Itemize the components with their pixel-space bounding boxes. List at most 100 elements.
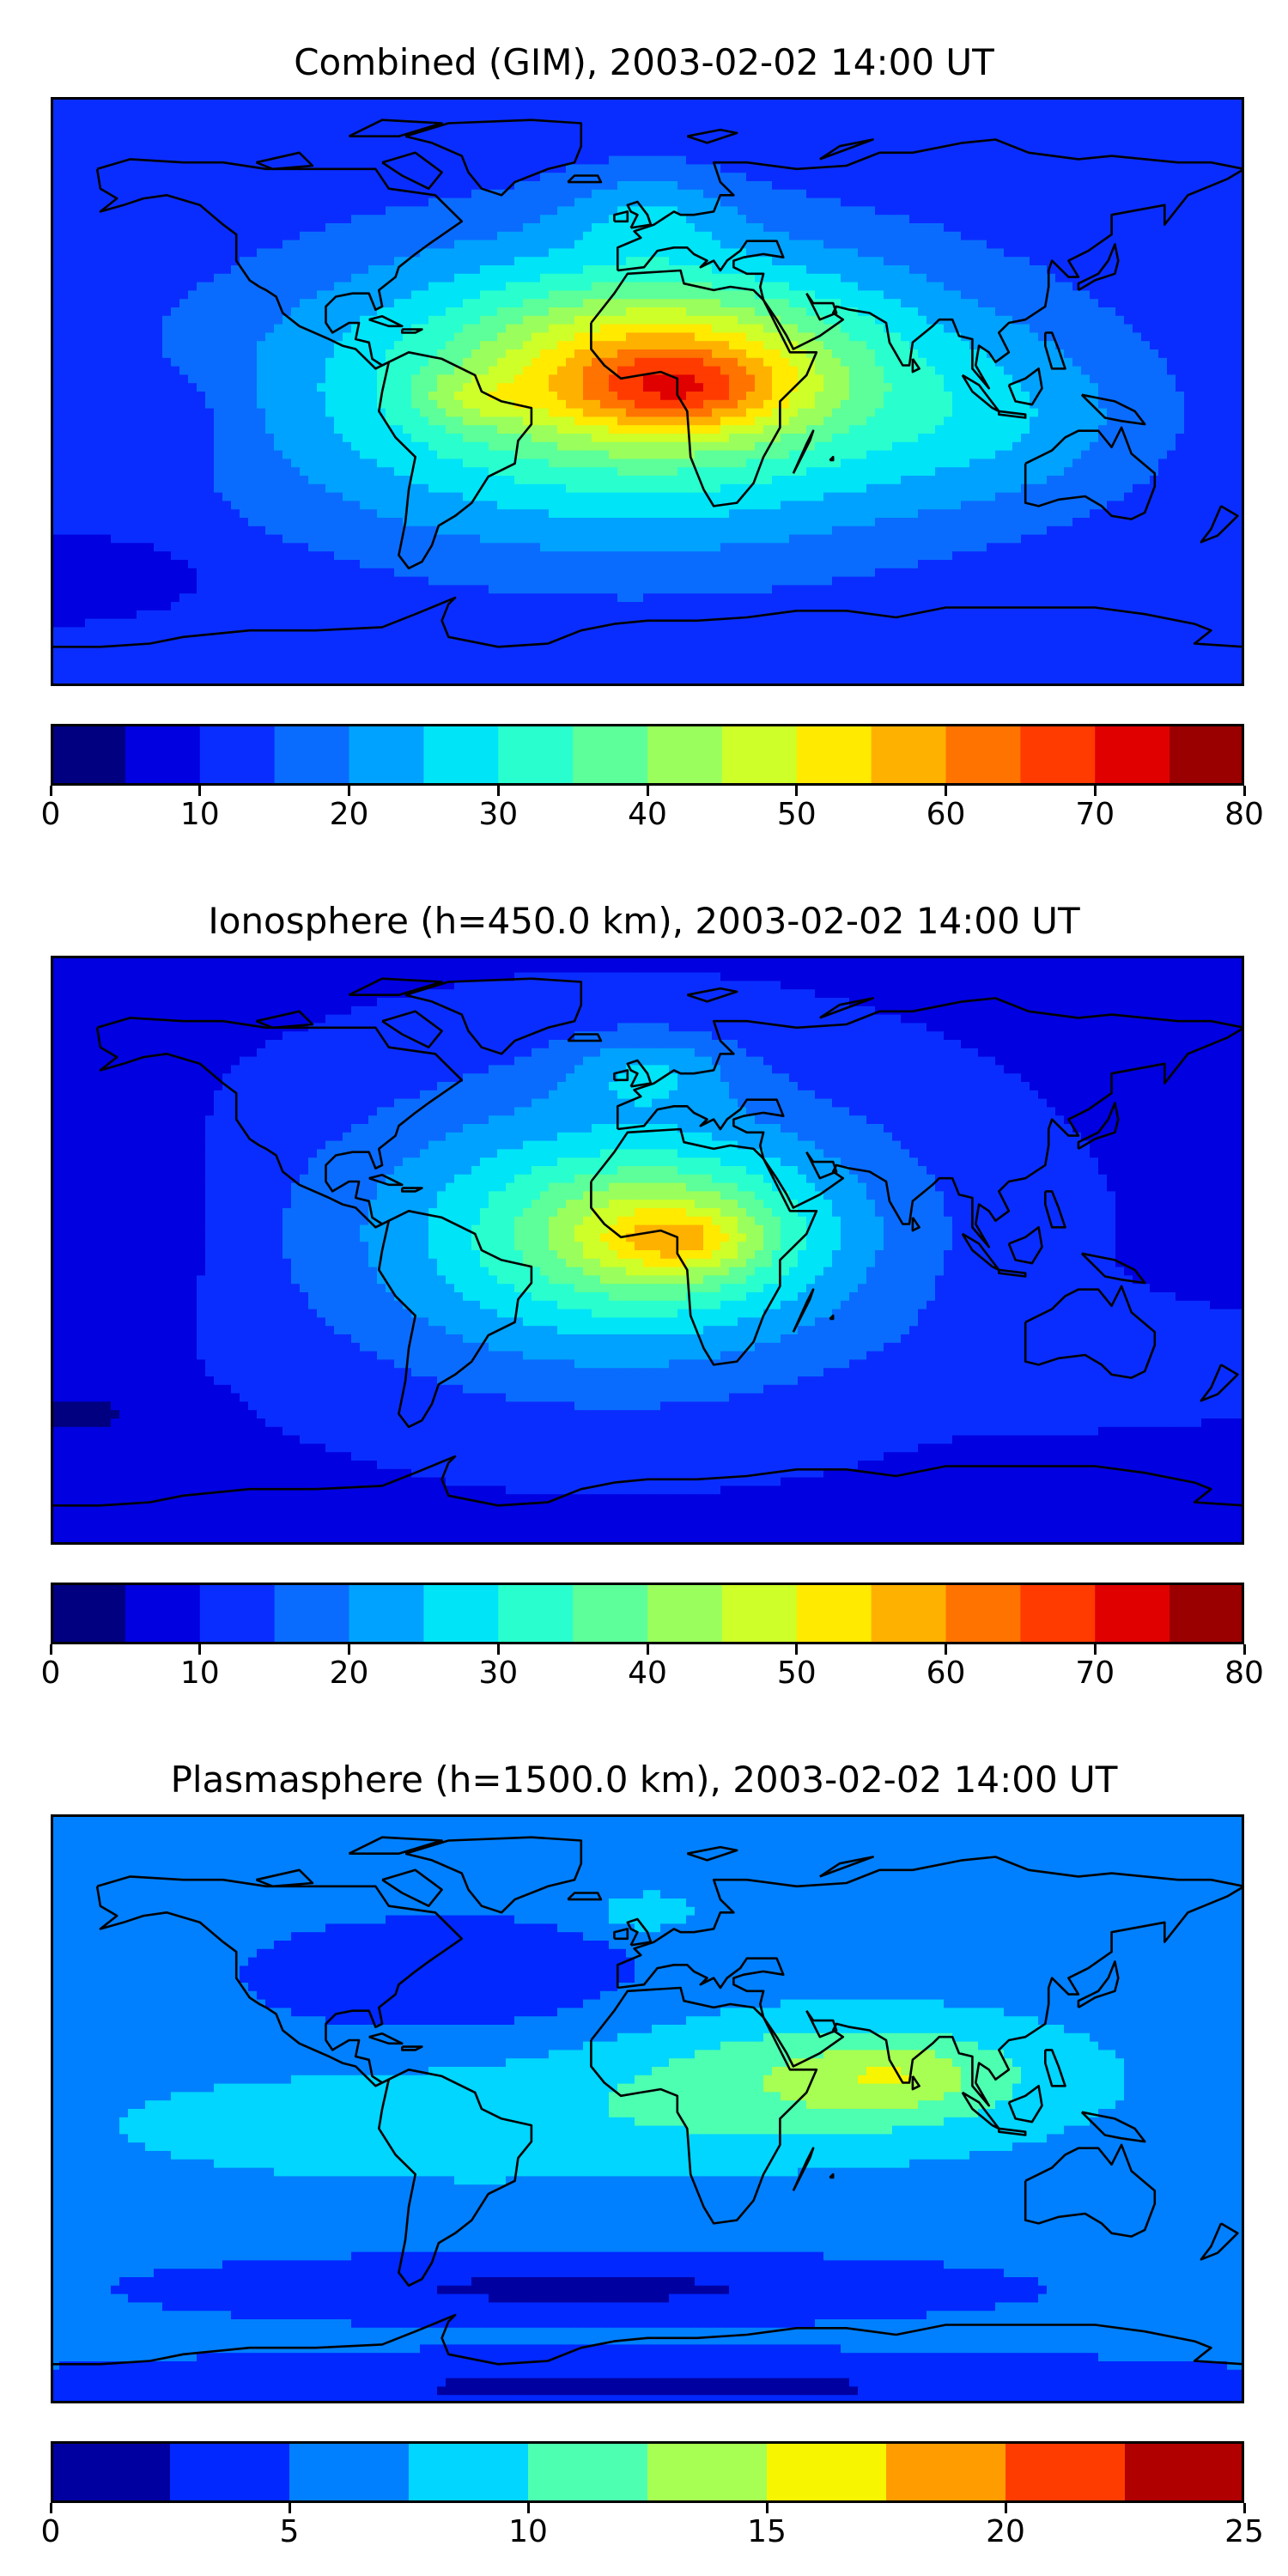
coastline-ellesmere bbox=[348, 118, 443, 138]
colorbar-tick-mark bbox=[646, 786, 649, 796]
coastline-great-britain bbox=[626, 200, 653, 229]
coastline-arabia-iran bbox=[805, 292, 838, 321]
colorbar-tick-mark bbox=[1093, 786, 1097, 796]
colorbar-tick-mark bbox=[49, 786, 52, 796]
coastlines bbox=[51, 977, 1244, 1526]
coastline-new-zealand bbox=[1200, 1364, 1239, 1402]
colorbar-tick-label: 10 bbox=[149, 1656, 252, 1691]
coastline-sri-lanka bbox=[911, 1217, 920, 1232]
coastline-arabia-iran bbox=[805, 2009, 838, 2038]
colorbar-tick-label: 0 bbox=[0, 798, 102, 832]
colorbar-tick-mark bbox=[348, 786, 350, 796]
colorbar-segment bbox=[349, 724, 424, 786]
coastline-hispaniola bbox=[400, 1187, 423, 1193]
coastline-sumatra bbox=[961, 2091, 1000, 2130]
colorbar-tick-mark bbox=[795, 1644, 799, 1655]
colorbar-segment bbox=[170, 2441, 290, 2503]
colorbar-segment bbox=[51, 724, 126, 786]
coastline-madagascar-small bbox=[829, 2172, 835, 2179]
colorbar-segment bbox=[721, 724, 798, 786]
colorbar-tick-label: 10 bbox=[477, 2515, 580, 2549]
coastline-victoria-island bbox=[255, 1010, 314, 1030]
coastline-sumatra bbox=[961, 374, 1000, 413]
coastline-north-america bbox=[95, 1875, 464, 2087]
coastline-ireland bbox=[613, 210, 629, 223]
colorbar-segment bbox=[274, 724, 350, 786]
colorbar-tick-mark bbox=[1004, 2503, 1007, 2513]
coastline-south-america bbox=[377, 2068, 533, 2287]
coastline-iceland bbox=[567, 1892, 603, 1901]
coastline-antarctica bbox=[51, 1455, 1244, 1526]
contour-field bbox=[51, 97, 1244, 686]
coastline-madagascar bbox=[792, 429, 815, 474]
coastline-south-america bbox=[377, 350, 533, 570]
colorbar-segment bbox=[1125, 2441, 1244, 2503]
coastline-baffin-island bbox=[381, 1010, 443, 1048]
colorbar-segment bbox=[409, 2441, 529, 2503]
coastline-greenland bbox=[404, 118, 583, 197]
coastlines bbox=[51, 118, 1244, 667]
coastline-antarctica bbox=[51, 596, 1244, 667]
coastline-baffin-island bbox=[381, 151, 443, 190]
coastline-baffin-island bbox=[381, 1868, 443, 1907]
coastline-new-guinea bbox=[1080, 393, 1146, 426]
coastline-north-america bbox=[95, 158, 464, 370]
colorbar-segment bbox=[721, 1583, 798, 1644]
colorbar-segment bbox=[1020, 724, 1096, 786]
contour-field bbox=[51, 1814, 1244, 2403]
colorbar-tick-mark bbox=[1242, 2503, 1246, 2513]
coastline-greenland bbox=[404, 1836, 583, 1914]
colorbar-segment bbox=[528, 2441, 648, 2503]
colorbar-segment bbox=[1095, 1583, 1170, 1644]
coastline-madagascar-small bbox=[829, 455, 835, 462]
coastline-new-guinea bbox=[1080, 1252, 1146, 1285]
coastline-ellesmere bbox=[348, 977, 443, 997]
panel-title: Plasmasphere (h=1500.0 km), 2003-02-02 1… bbox=[0, 1759, 1288, 1801]
coastline-novaya-zemlya bbox=[819, 1856, 874, 1878]
map-frame bbox=[51, 97, 1244, 686]
colorbar-tick-label: 80 bbox=[1193, 1656, 1288, 1691]
colorbar-tick-mark bbox=[1242, 786, 1246, 796]
panel-ionosphere: Ionosphere (h=450.0 km), 2003-02-02 14:0… bbox=[0, 859, 1288, 1717]
coastline-java bbox=[998, 1268, 1027, 1278]
coastline-europe-asia bbox=[616, 1856, 1244, 2107]
colorbar-tick-mark bbox=[1093, 1644, 1097, 1655]
colorbar-frame bbox=[51, 1583, 1244, 1644]
colorbar-segment bbox=[199, 724, 276, 786]
colorbar-tick-mark bbox=[198, 786, 202, 796]
colorbar-segment bbox=[871, 1583, 947, 1644]
coastline-madagascar bbox=[792, 2147, 815, 2191]
coastline-borneo bbox=[1007, 2084, 1043, 2123]
colorbar-segment bbox=[573, 1583, 648, 1644]
panel-combined: Combined (GIM), 2003-02-02 14:00 UT 0 10 2… bbox=[0, 0, 1288, 859]
colorbar-tick-label: 25 bbox=[1193, 2515, 1288, 2549]
colorbar-tick-mark bbox=[288, 2503, 291, 2513]
coastline-greenland bbox=[404, 977, 583, 1055]
colorbar-tick-label: 5 bbox=[238, 2515, 341, 2549]
colorbar-segment bbox=[796, 724, 872, 786]
colorbar-tick-mark bbox=[348, 1644, 350, 1655]
colorbar-tick-mark bbox=[765, 2503, 769, 2513]
coastline-japan bbox=[1077, 243, 1120, 292]
colorbar-tick-label: 30 bbox=[447, 798, 550, 832]
colorbar-combined bbox=[51, 724, 1244, 786]
colorbar-segment bbox=[349, 1583, 424, 1644]
colorbar-tick-label: 0 bbox=[0, 1656, 102, 1691]
coastline-great-britain bbox=[626, 1059, 653, 1088]
colorbar-tick-label: 20 bbox=[954, 2515, 1057, 2549]
colorbar-tick-label: 50 bbox=[745, 1656, 848, 1691]
contour-field bbox=[51, 956, 1244, 1545]
colorbar-tick-label: 30 bbox=[447, 1656, 550, 1691]
colorbar-tick-label: 0 bbox=[0, 2515, 102, 2549]
colorbar-tick-mark bbox=[526, 2503, 530, 2513]
coastline-svalbard bbox=[686, 128, 738, 144]
colorbar-tick-label: 15 bbox=[715, 2515, 818, 2549]
colorbar-segment bbox=[886, 2441, 1006, 2503]
coastline-new-zealand bbox=[1200, 505, 1239, 544]
colorbar-tick-mark bbox=[49, 2503, 52, 2513]
panel-plasmasphere: Plasmasphere (h=1500.0 km), 2003-02-02 1… bbox=[0, 1717, 1288, 2576]
coastline-sri-lanka bbox=[911, 2075, 920, 2091]
coastline-java bbox=[998, 410, 1027, 419]
colorbar-tick-mark bbox=[795, 786, 799, 796]
colorbar-ionosphere bbox=[51, 1583, 1244, 1644]
